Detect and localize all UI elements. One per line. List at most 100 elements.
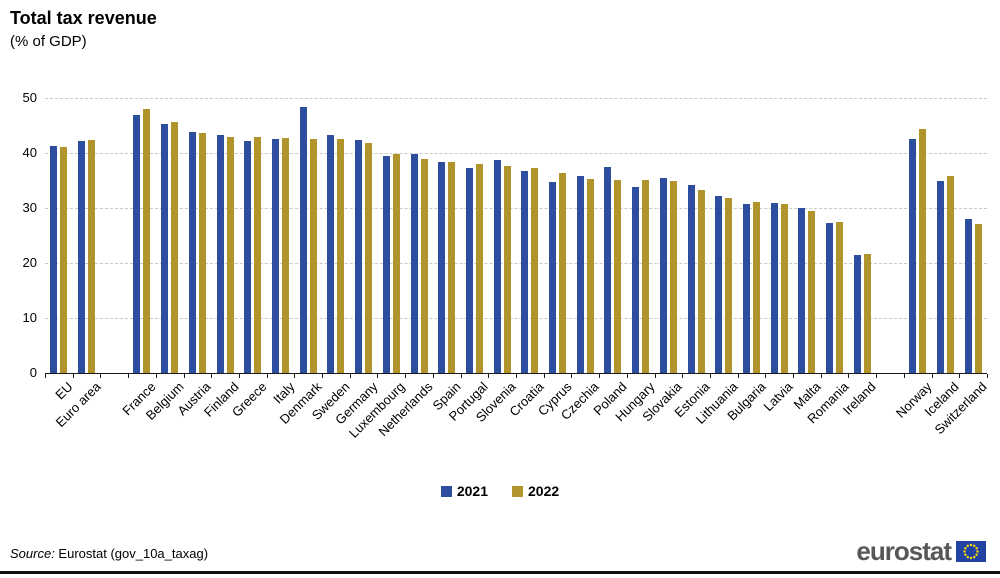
y-axis-label-20: 20 — [22, 255, 37, 270]
bar-cyprus-2022 — [559, 173, 567, 373]
x-axis-tick — [266, 374, 268, 378]
bar-poland-2021 — [604, 166, 612, 373]
source-label: Source: — [10, 546, 55, 561]
bar-switzerland-2021 — [964, 219, 972, 373]
bar-austria-2022 — [198, 133, 206, 373]
x-axis-tick — [349, 374, 351, 378]
bar-estonia-2022 — [697, 190, 705, 373]
x-axis-tick — [571, 374, 573, 378]
source-note: Source: Eurostat (gov_10a_taxag) — [10, 546, 208, 561]
x-axis-tick — [405, 374, 407, 378]
eurostat-logo: eurostat — [856, 536, 986, 567]
bar-bulgaria-2021 — [743, 203, 750, 373]
bar-spain-2021 — [438, 161, 446, 373]
x-axis-tick — [543, 374, 545, 378]
gridline-50 — [45, 98, 987, 99]
bar-germany-2021 — [355, 140, 363, 373]
y-axis-label-50: 50 — [22, 90, 37, 105]
eurostat-logo-text: eurostat — [856, 536, 952, 566]
bar-portugal-2022 — [475, 164, 483, 373]
bar-belgium-2022 — [171, 122, 179, 373]
bar-france-2022 — [143, 109, 151, 373]
bar-belgium-2021 — [161, 123, 169, 373]
bar-latvia-2022 — [780, 204, 788, 373]
x-axis-tick — [959, 374, 961, 378]
y-axis-label-0: 0 — [29, 365, 37, 380]
bar-luxembourg-2022 — [392, 154, 400, 373]
bar-netherlands-2021 — [410, 154, 418, 373]
bar-euro-area-2021 — [78, 140, 86, 373]
legend-swatch-2022-icon — [512, 485, 523, 497]
x-axis-tick — [765, 374, 767, 378]
legend-swatch-2021-icon — [440, 485, 452, 497]
chart-title: Total tax revenue — [10, 8, 157, 28]
x-axis-tick — [377, 374, 379, 378]
gridline-40 — [45, 153, 987, 154]
bar-germany-2022 — [365, 142, 373, 373]
bar-finland-2021 — [216, 135, 224, 373]
x-axis-tick — [45, 374, 46, 378]
x-axis-tick — [626, 374, 628, 378]
x-axis-tick — [931, 374, 933, 378]
bar-ireland-2021 — [853, 254, 861, 373]
legend: 2021 2022 — [0, 483, 1000, 499]
source-text: Eurostat (gov_10a_taxag) — [54, 546, 209, 561]
bar-italy-2022 — [282, 137, 289, 373]
bar-estonia-2021 — [687, 185, 695, 373]
x-axis-tick — [682, 374, 684, 378]
gridline-10 — [45, 318, 987, 319]
bar-poland-2022 — [614, 179, 622, 373]
x-axis-tick — [322, 374, 324, 378]
bar-cyprus-2021 — [549, 181, 557, 373]
bottom-rule — [0, 571, 1000, 574]
x-axis-tick — [516, 374, 517, 378]
gridline-20 — [45, 263, 987, 264]
bar-latvia-2021 — [770, 203, 778, 373]
bar-romania-2021 — [826, 223, 834, 373]
x-axis-tick — [654, 374, 656, 378]
bar-euro-area-2022 — [88, 139, 96, 373]
bar-lithuania-2022 — [725, 197, 733, 373]
bar-romania-2022 — [836, 221, 844, 373]
bar-portugal-2021 — [465, 167, 473, 373]
bar-iceland-2021 — [936, 181, 944, 373]
x-axis-tick — [987, 374, 988, 378]
gridline-30 — [45, 208, 987, 209]
bar-malta-2021 — [798, 208, 806, 373]
bar-france-2021 — [133, 114, 141, 373]
bar-croatia-2022 — [531, 168, 539, 373]
x-axis-tick — [793, 374, 795, 378]
bar-croatia-2021 — [521, 171, 529, 373]
x-axis-line — [45, 373, 987, 374]
legend-label-2021: 2021 — [456, 483, 488, 499]
x-axis-tick — [903, 374, 905, 378]
x-axis-tick — [820, 374, 822, 378]
x-axis-tick — [238, 374, 240, 378]
x-axis-tick — [848, 374, 850, 378]
bar-luxembourg-2021 — [382, 155, 390, 373]
x-axis-tick — [294, 374, 296, 378]
bar-spain-2022 — [448, 162, 456, 373]
bar-greece-2021 — [244, 141, 252, 373]
legend-label-2022: 2022 — [528, 483, 560, 499]
x-axis-tick — [432, 374, 434, 378]
plot-area — [45, 98, 987, 374]
legend-item-2021: 2021 — [440, 483, 488, 499]
bar-eu-2022 — [60, 146, 68, 373]
bar-eu-2021 — [50, 145, 58, 373]
x-axis-tick — [460, 374, 462, 378]
bar-slovenia-2022 — [503, 166, 511, 373]
bar-italy-2021 — [272, 139, 279, 373]
x-axis-tick — [488, 374, 490, 378]
x-axis-tick — [211, 374, 213, 378]
x-axis-tick — [737, 374, 739, 378]
x-axis-tick — [100, 374, 102, 378]
x-axis-tick — [183, 374, 185, 378]
bar-austria-2021 — [188, 131, 196, 373]
bar-finland-2022 — [226, 136, 234, 373]
bar-greece-2022 — [254, 137, 262, 373]
bar-czechia-2021 — [576, 175, 584, 373]
eu-flag-icon — [956, 541, 986, 562]
bar-switzerland-2022 — [974, 223, 982, 373]
x-axis-tick — [128, 374, 130, 378]
